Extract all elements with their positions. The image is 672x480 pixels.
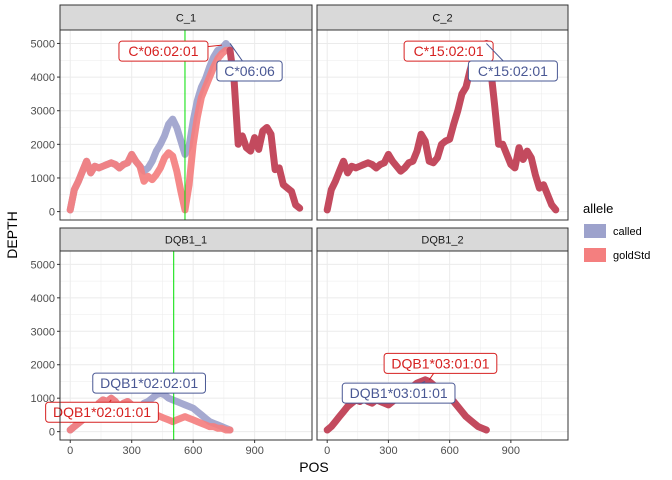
allele-label: DQB1*03:01:01 <box>350 385 448 401</box>
y-tick-label: 3000 <box>31 106 55 118</box>
y-tick-label: 2000 <box>31 360 55 372</box>
allele-label-box <box>341 382 456 404</box>
panel-c-1: C_1 C*06:02:01 C*06:06 0 1000 2000 3000 4000 500… <box>31 4 313 221</box>
facet-strip-label: C_2 <box>432 13 452 25</box>
allele-label-box <box>383 352 498 374</box>
y-tick-label: 1000 <box>31 393 55 405</box>
allele-label: DQB1*02:01:01 <box>53 404 151 420</box>
y-tick-label: 1000 <box>31 173 55 185</box>
y-tick-label: 0 <box>49 427 55 439</box>
panel-border <box>316 250 569 441</box>
allele-label: C*15:02:01 <box>478 63 548 79</box>
x-tick-label: 300 <box>379 445 397 457</box>
facet-strip-label: DQB1_2 <box>421 235 463 247</box>
series-line-called <box>66 40 234 214</box>
panel-border <box>316 29 569 221</box>
x-tick-label: 600 <box>440 445 458 457</box>
y-tick-label: 3000 <box>31 326 55 338</box>
allele-label-box <box>45 401 159 423</box>
facet-strip-label: DQB1_1 <box>165 235 207 247</box>
y-tick-label: 0 <box>49 207 55 219</box>
x-axis-title: POS <box>299 459 329 475</box>
legend-label-goldstd: goldStd <box>613 250 650 262</box>
x-tick-label: 0 <box>67 445 73 457</box>
allele-label: C*06:02:01 <box>128 43 198 59</box>
x-tick-label: 900 <box>245 445 263 457</box>
x-tick-label: 900 <box>502 445 520 457</box>
allele-label: C*15:02:01 <box>414 43 484 59</box>
panel-border <box>59 250 313 441</box>
facet-strip <box>59 4 313 31</box>
y-tick-label: 5000 <box>31 38 55 50</box>
panel-dqb1-1: DQB1_1 DQB1*02:02:01 DQB1*02:01:01 0 300 600 9… <box>31 227 313 457</box>
y-tick-label: 4000 <box>31 293 55 305</box>
facet-strip-label: C_1 <box>176 13 196 25</box>
allele-label-box <box>216 60 283 82</box>
panel-border <box>59 29 313 221</box>
allele-label: DQB1*03:01:01 <box>391 355 489 371</box>
legend-label-called: called <box>613 226 642 238</box>
series-line-shared <box>226 46 304 212</box>
x-tick-label: 300 <box>123 445 141 457</box>
series-line-goldstd <box>66 46 234 214</box>
x-tick-label: 600 <box>184 445 202 457</box>
y-axis-title: DEPTH <box>4 211 20 258</box>
y-tick-label: 2000 <box>31 139 55 151</box>
allele-label-box <box>467 60 558 82</box>
y-tick-label: 4000 <box>31 72 55 84</box>
legend-swatch-called <box>584 224 606 238</box>
series-line-shared <box>323 40 560 214</box>
allele-label: DQB1*02:02:01 <box>100 375 198 391</box>
allele-label-box <box>118 40 209 62</box>
allele-label: C*06:06 <box>224 63 275 79</box>
allele-label-box <box>92 372 206 394</box>
y-tick-label: 5000 <box>31 259 55 271</box>
panel-c-2: C_2 C*15:02:01 C*15:02:01 <box>316 4 569 221</box>
x-tick-label: 0 <box>324 445 330 457</box>
legend-title: allele <box>583 201 613 216</box>
panel-dqb1-2: DQB1_2 DQB1*03:01:01 DQB1*03:01:01 0 300 600 9… <box>316 227 569 457</box>
legend-swatch-goldstd <box>584 248 606 262</box>
